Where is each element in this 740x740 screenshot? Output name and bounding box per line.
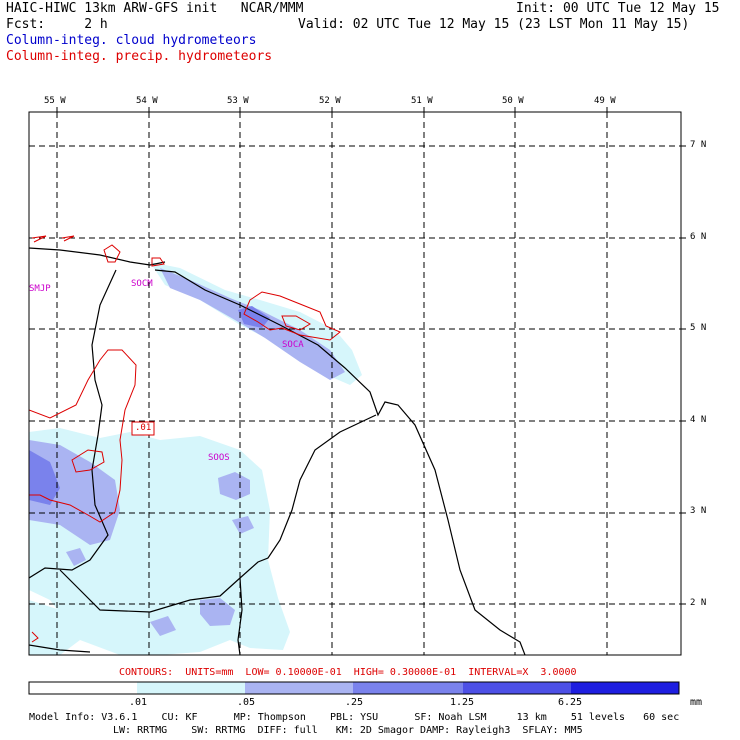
lon-label-49w: 49 W	[594, 96, 616, 106]
colorbar	[28, 681, 680, 695]
cloud-field-title: Column-integ. cloud hydrometeors	[6, 33, 257, 48]
model-info-line1: Model Info: V3.6.1 CU: KF MP: Thompson P…	[29, 712, 680, 723]
colorbar-units: mm	[690, 697, 703, 708]
colorbar-tick-3: .25	[345, 697, 364, 708]
lat-label-6n: 6 N	[690, 232, 707, 242]
product-title: HAIC-HIWC 13km ARW-GFS init NCAR/MMM	[6, 1, 304, 16]
lat-label-4n: 4 N	[690, 415, 707, 425]
precip-field-title: Column-integ. precip. hydrometeors	[6, 49, 273, 64]
lon-label-55w: 55 W	[44, 96, 66, 106]
tick-marks	[56, 107, 686, 605]
coastline	[29, 247, 526, 655]
graticule	[29, 112, 681, 655]
lat-label-2n: 2 N	[690, 598, 707, 608]
lat-label-7n: 7 N	[690, 140, 707, 150]
contour-label-box	[131, 421, 155, 436]
contour-value-label: .01	[135, 423, 152, 433]
init-time: Init: 00 UTC Tue 12 May 15	[516, 1, 720, 16]
model-info-line2: LW: RRTMG SW: RRTMG DIFF: full KM: 2D Sm…	[113, 725, 583, 736]
plot-frame	[28, 111, 682, 656]
cloud-shading-dark	[29, 306, 270, 505]
forecast-hour: Fcst: 2 h	[6, 17, 108, 32]
lon-label-54w: 54 W	[136, 96, 158, 106]
lat-label-3n: 3 N	[690, 506, 707, 516]
lon-label-50w: 50 W	[502, 96, 524, 106]
valid-time: Valid: 02 UTC Tue 12 May 15 (23 LST Mon …	[298, 17, 690, 32]
colorbar-tick-4: 1.25	[450, 697, 475, 708]
station-smjp: SMJP	[29, 284, 51, 294]
lat-label-5n: 5 N	[690, 323, 707, 333]
precip-contours	[29, 235, 341, 643]
lon-label-52w: 52 W	[319, 96, 341, 106]
colorbar-tick-1: .01	[129, 697, 148, 708]
station-soca: SOCA	[282, 340, 304, 350]
station-socm: SOCM	[131, 279, 153, 289]
colorbar-tick-2: .05	[237, 697, 256, 708]
station-soos: SOOS	[208, 453, 230, 463]
contour-info: CONTOURS: UNITS=mm LOW= 0.10000E-01 HIGH…	[119, 667, 577, 678]
lon-label-53w: 53 W	[227, 96, 249, 106]
colorbar-tick-5: 6.25	[558, 697, 583, 708]
lon-label-51w: 51 W	[411, 96, 433, 106]
